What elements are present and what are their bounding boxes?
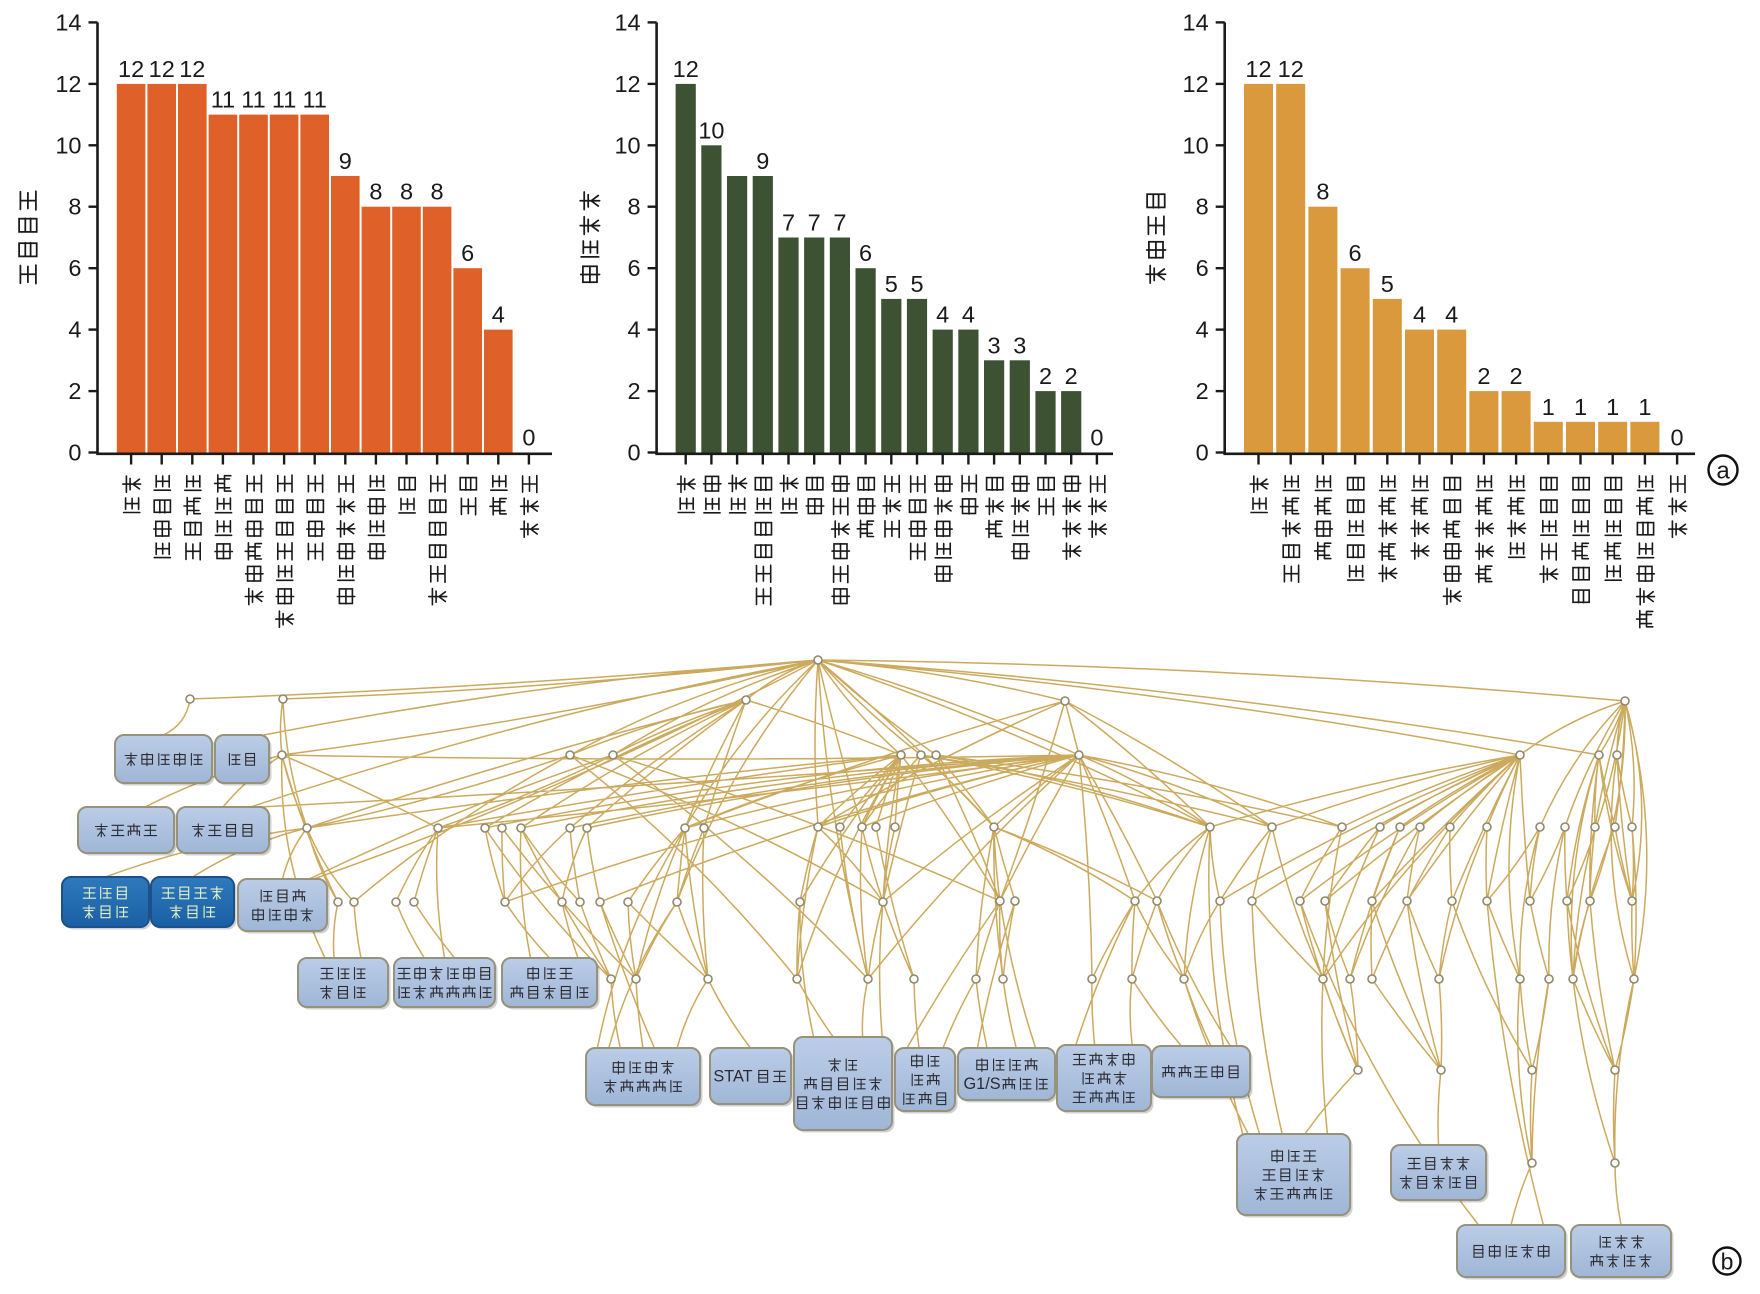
- svg-text:6: 6: [1196, 255, 1209, 281]
- svg-text:6: 6: [1349, 240, 1362, 266]
- svg-text:1: 1: [1606, 394, 1619, 420]
- svg-text:STAT: STAT: [713, 1068, 752, 1086]
- svg-text:12: 12: [1183, 71, 1209, 97]
- svg-text:G1/S: G1/S: [964, 1075, 1001, 1093]
- svg-text:7: 7: [808, 210, 821, 236]
- svg-text:6: 6: [68, 255, 81, 281]
- svg-text:4: 4: [492, 302, 505, 328]
- svg-text:12: 12: [118, 56, 144, 82]
- svg-text:2: 2: [1196, 378, 1209, 404]
- svg-text:8: 8: [400, 179, 413, 205]
- svg-text:4: 4: [1445, 302, 1458, 328]
- svg-text:11: 11: [272, 87, 296, 113]
- svg-text:8: 8: [628, 194, 641, 220]
- svg-text:4: 4: [936, 302, 949, 328]
- svg-text:12: 12: [1278, 56, 1304, 82]
- svg-text:10: 10: [698, 117, 724, 143]
- svg-text:10: 10: [1183, 132, 1209, 158]
- svg-text:4: 4: [68, 317, 81, 343]
- svg-text:4: 4: [628, 317, 641, 343]
- svg-text:14: 14: [55, 9, 81, 35]
- svg-text:8: 8: [431, 179, 444, 205]
- svg-text:2: 2: [68, 378, 81, 404]
- svg-text:9: 9: [339, 148, 352, 174]
- svg-text:1: 1: [1638, 394, 1651, 420]
- svg-text:6: 6: [461, 240, 474, 266]
- svg-text:4: 4: [1413, 302, 1426, 328]
- svg-text:12: 12: [55, 71, 81, 97]
- svg-text:2: 2: [1065, 363, 1078, 389]
- svg-text:b: b: [1721, 1249, 1734, 1275]
- svg-text:2: 2: [1039, 363, 1052, 389]
- svg-text:1: 1: [1542, 394, 1555, 420]
- svg-text:10: 10: [614, 132, 640, 158]
- svg-text:0: 0: [1671, 425, 1684, 451]
- svg-text:7: 7: [833, 210, 846, 236]
- svg-text:3: 3: [1013, 332, 1026, 358]
- svg-text:8: 8: [68, 194, 81, 220]
- svg-text:a: a: [1716, 458, 1730, 485]
- svg-text:1: 1: [1574, 394, 1587, 420]
- svg-text:10: 10: [55, 132, 81, 158]
- svg-text:6: 6: [628, 255, 641, 281]
- svg-text:8: 8: [369, 179, 382, 205]
- svg-text:5: 5: [885, 271, 898, 297]
- svg-text:3: 3: [988, 332, 1001, 358]
- svg-text:11: 11: [302, 87, 326, 113]
- svg-text:8: 8: [1316, 179, 1329, 205]
- svg-text:7: 7: [782, 210, 795, 236]
- svg-text:12: 12: [1245, 56, 1271, 82]
- svg-text:11: 11: [211, 87, 235, 113]
- svg-text:0: 0: [68, 440, 81, 466]
- svg-text:6: 6: [859, 240, 872, 266]
- svg-text:0: 0: [522, 425, 535, 451]
- svg-text:5: 5: [1381, 271, 1394, 297]
- svg-text:2: 2: [1510, 363, 1523, 389]
- svg-text:12: 12: [149, 56, 175, 82]
- svg-text:4: 4: [962, 302, 975, 328]
- svg-text:4: 4: [1196, 317, 1209, 343]
- svg-text:14: 14: [1183, 9, 1209, 35]
- svg-text:9: 9: [756, 148, 769, 174]
- svg-text:8: 8: [1196, 194, 1209, 220]
- svg-text:5: 5: [910, 271, 923, 297]
- svg-text:12: 12: [179, 56, 205, 82]
- svg-text:2: 2: [1477, 363, 1490, 389]
- svg-text:12: 12: [673, 56, 699, 82]
- svg-text:0: 0: [628, 440, 641, 466]
- svg-text:11: 11: [241, 87, 265, 113]
- svg-text:12: 12: [614, 71, 640, 97]
- svg-text:14: 14: [614, 9, 640, 35]
- svg-text:2: 2: [628, 378, 641, 404]
- svg-text:0: 0: [1196, 440, 1209, 466]
- svg-text:0: 0: [1090, 425, 1103, 451]
